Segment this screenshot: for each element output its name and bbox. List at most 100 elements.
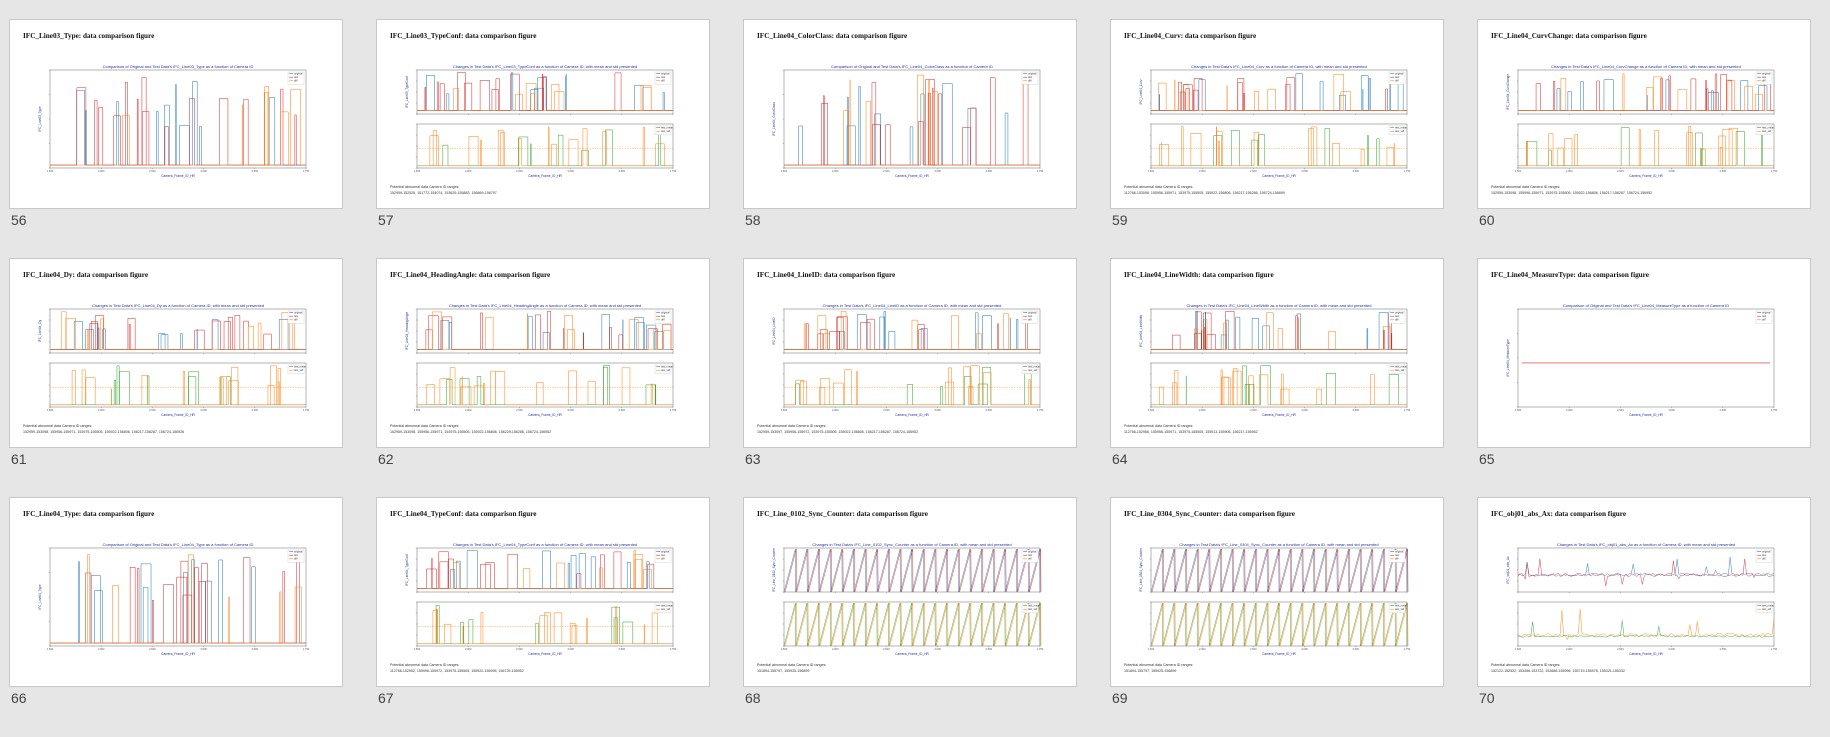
legend-entry: test_mean [661, 603, 674, 607]
slide-number: 64 [1112, 451, 1128, 467]
abnormal-range-text: 112766-152966, 155956-155971, 153975-155… [1124, 430, 1258, 434]
bottom-plot-frame [783, 362, 1041, 408]
comparison-figure: Changes in Test Data's IFC_Line04_LineID… [757, 303, 1044, 434]
x-tick-label: 2,000 [465, 169, 472, 173]
slide-thumbnail[interactable]: IFC_Line04_MeasureType: data comparison … [1477, 258, 1811, 498]
legend-entry: test_std [1762, 607, 1772, 611]
slide-number: 63 [745, 451, 761, 467]
legend-entry: diff [1028, 79, 1032, 83]
legend-entry: diff [294, 318, 298, 322]
slide-thumbnail[interactable]: IFC_Line04_LineID: data comparison figur… [743, 258, 1077, 498]
plot-title: Changes in Test Data's IFC_Line04_LineID… [823, 303, 1002, 308]
slide-thumbnail[interactable]: IFC_Line04_TypeConf: data comparison fig… [376, 497, 710, 737]
x-tick-label: 2,000 [98, 169, 105, 173]
x-tick-label: 2,000 [1566, 408, 1573, 412]
x-axis-label: Camera_Frame_ID_HR [895, 413, 929, 417]
x-tick-label: 3,500 [1720, 408, 1727, 412]
slide-title: IFC_Line04_Curv: data comparison figure [1124, 32, 1257, 40]
legend-entry: original [1762, 71, 1771, 75]
slide-title: IFC_Line04_CurvChange: data comparison f… [1491, 32, 1647, 40]
slide-thumbnail[interactable]: IFC_Line_0102_Sync_Counter: data compari… [743, 497, 1077, 737]
slide-thumbnail[interactable]: IFC_Line04_HeadingAngle: data comparison… [376, 258, 710, 498]
top-plot-frame [1517, 547, 1775, 593]
abnormal-range-text: 152959-153098, 155956-155971, 153975-155… [23, 430, 184, 434]
bottom-legend [1755, 603, 1773, 613]
legend-entry: original [294, 310, 303, 314]
bottom-legend [1021, 603, 1039, 613]
x-tick-label: 1,500 [414, 408, 421, 412]
top-legend [1021, 310, 1039, 324]
x-tick-label: 2,500 [883, 408, 890, 412]
test-std-line [1518, 126, 1774, 167]
bottom-plot-frame [1517, 123, 1775, 169]
test-line [1151, 548, 1409, 593]
legend-entry: test_std [1762, 129, 1772, 133]
slide-thumbnail[interactable]: IFC_Line04_CurvChange: data comparison f… [1477, 19, 1811, 259]
slide-thumbnail[interactable]: IFC_obj01_abs_Ax: data comparison figure… [1477, 497, 1811, 737]
plot-title: Changes in Test Data's IFC_Line04_Curv a… [1191, 64, 1367, 69]
x-tick-label: 1,750 [1771, 408, 1778, 412]
slide-canvas: IFC_Line04_CurvChange: data comparison f… [1477, 19, 1811, 209]
slide-thumbnail[interactable]: IFC_Line03_TypeConf: data comparison fig… [376, 19, 710, 259]
slide-thumbnail[interactable]: IFC_Line04_Type: data comparison figure C… [9, 497, 343, 737]
slide-number: 70 [1479, 690, 1495, 706]
x-tick-label: 2,500 [149, 169, 156, 173]
slide-canvas: IFC_Line_0304_Sync_Counter: data compari… [1110, 497, 1444, 687]
legend-entry: diff [661, 557, 665, 561]
x-tick-label: 2,500 [1250, 408, 1257, 412]
abnormal-range-text: 152959-152526, 151772-154074, 153629-155… [390, 191, 497, 195]
x-tick-label: 1,500 [1515, 647, 1522, 651]
x-tick-label: 1,750 [303, 647, 310, 651]
y-axis-label: IFC_Line04_LineWidth [1139, 315, 1143, 348]
x-tick-label: 2,000 [1199, 647, 1206, 651]
legend [287, 549, 305, 563]
x-axis-label: Camera_Frame_ID_HR [528, 652, 562, 656]
legend-entry: test_std [661, 368, 671, 372]
x-tick-label: 3,500 [1353, 169, 1360, 173]
legend-entry: test_std [1028, 368, 1038, 372]
bottom-plot-frame [1517, 601, 1775, 647]
legend-entry: original [1028, 71, 1037, 75]
top-legend [1388, 549, 1406, 563]
test-std-line [784, 602, 1042, 647]
top-plot-frame [1517, 69, 1775, 115]
test-line [784, 548, 1042, 593]
x-tick-label: 3,000 [200, 169, 207, 173]
x-axis-label: Camera_Frame_ID_HR [1629, 413, 1663, 417]
diff-line [1151, 312, 1407, 350]
slide-sorter-grid: IFC_Line03_Type: data comparison figure C… [9, 19, 1821, 719]
x-tick-label: 2,500 [1617, 647, 1624, 651]
x-tick-label: 3,000 [1301, 647, 1308, 651]
x-tick-label: 2,500 [149, 647, 156, 651]
slide-thumbnail[interactable]: IFC_Line04_Dy: data comparison figure Cha… [9, 258, 343, 498]
slide-thumbnail[interactable]: IFC_Line04_ColorClass: data comparison f… [743, 19, 1077, 259]
slide-thumbnail[interactable]: IFC_Line03_Type: data comparison figure C… [9, 19, 343, 259]
x-tick-label: 2,500 [149, 408, 156, 412]
x-tick-label: 3,500 [986, 647, 993, 651]
plot-title: Changes in Test Data's IFC_Line_0102_Syn… [812, 542, 1011, 547]
legend-entry: original [1395, 310, 1404, 314]
plot-title: Changes in Test Data's IFC_Line_0304_Syn… [1179, 542, 1378, 547]
comparison-figure: Changes in Test Data's IFC_Line04_LineWi… [1124, 303, 1411, 434]
legend-entry: original [1762, 549, 1771, 553]
plot-frame [49, 547, 307, 647]
slide-canvas: IFC_Line04_LineID: data comparison figur… [743, 258, 1077, 448]
slide-thumbnail[interactable]: IFC_Line_0304_Sync_Counter: data compari… [1110, 497, 1444, 737]
bottom-legend [287, 364, 305, 374]
legend-entry: original [294, 71, 303, 75]
legend-entry: test_std [1395, 607, 1405, 611]
slide-number: 59 [1112, 212, 1128, 228]
abnormal-range-text: Potential abnormal data Camera ID ranges… [1124, 185, 1193, 189]
slide-thumbnail[interactable]: IFC_Line04_LineWidth: data comparison fi… [1110, 258, 1444, 498]
legend-entry: test [1395, 75, 1399, 79]
x-tick-label: 3,000 [1668, 647, 1675, 651]
top-legend [1021, 549, 1039, 563]
slide-title: IFC_Line04_LineWidth: data comparison fi… [1124, 271, 1274, 279]
legend-entry: test_mean [1028, 603, 1041, 607]
legend-entry: test_mean [1395, 603, 1408, 607]
x-tick-label: 2,500 [1250, 647, 1257, 651]
legend-entry: test_std [1028, 607, 1038, 611]
x-axis-label: Camera_Frame_ID_HR [1262, 413, 1296, 417]
abnormal-range-text: Potential abnormal data Camera ID ranges… [390, 663, 459, 667]
slide-thumbnail[interactable]: IFC_Line04_Curv: data comparison figure C… [1110, 19, 1444, 259]
